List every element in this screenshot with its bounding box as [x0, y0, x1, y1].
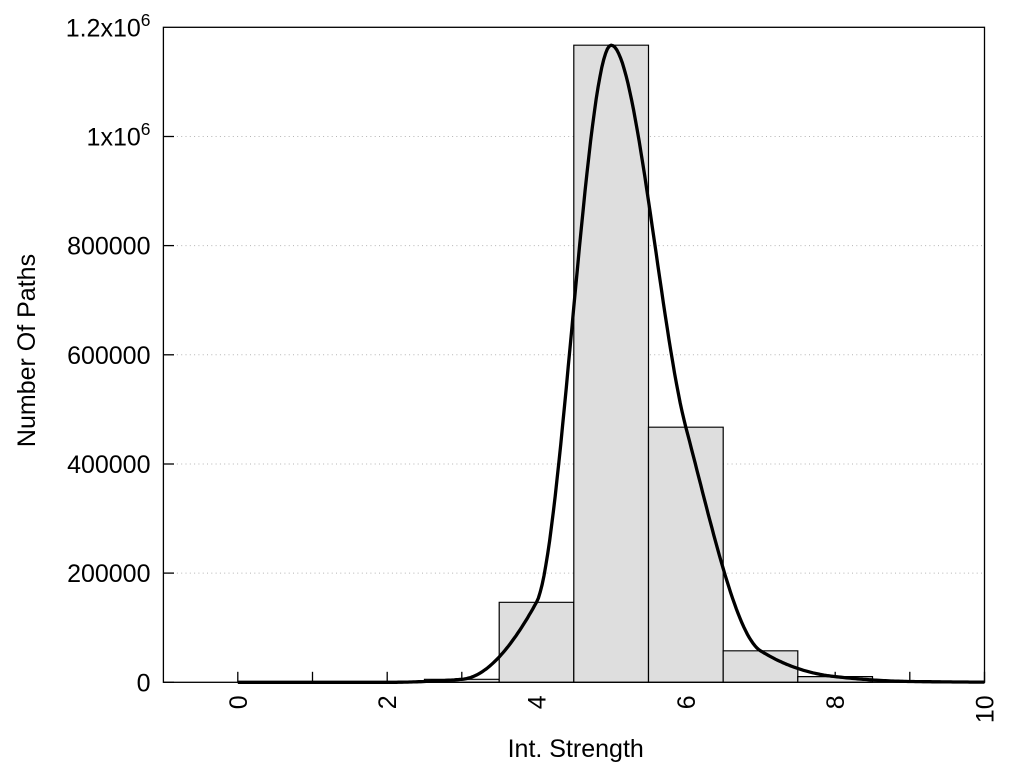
svg-text:0: 0 [137, 669, 151, 697]
svg-text:1x106: 1x106 [87, 119, 151, 152]
svg-text:0: 0 [225, 695, 253, 709]
svg-text:6: 6 [673, 695, 701, 709]
svg-text:10: 10 [972, 695, 1000, 723]
svg-text:200000: 200000 [67, 560, 150, 588]
svg-text:600000: 600000 [67, 342, 150, 370]
svg-text:4: 4 [524, 695, 552, 709]
svg-text:Number Of Paths: Number Of Paths [13, 254, 41, 447]
svg-text:2: 2 [374, 695, 402, 709]
svg-text:800000: 800000 [67, 233, 150, 261]
svg-text:400000: 400000 [67, 451, 150, 479]
svg-text:1.2x106: 1.2x106 [66, 10, 151, 43]
svg-text:Int. Strength: Int. Strength [508, 735, 644, 763]
svg-text:8: 8 [822, 695, 850, 709]
